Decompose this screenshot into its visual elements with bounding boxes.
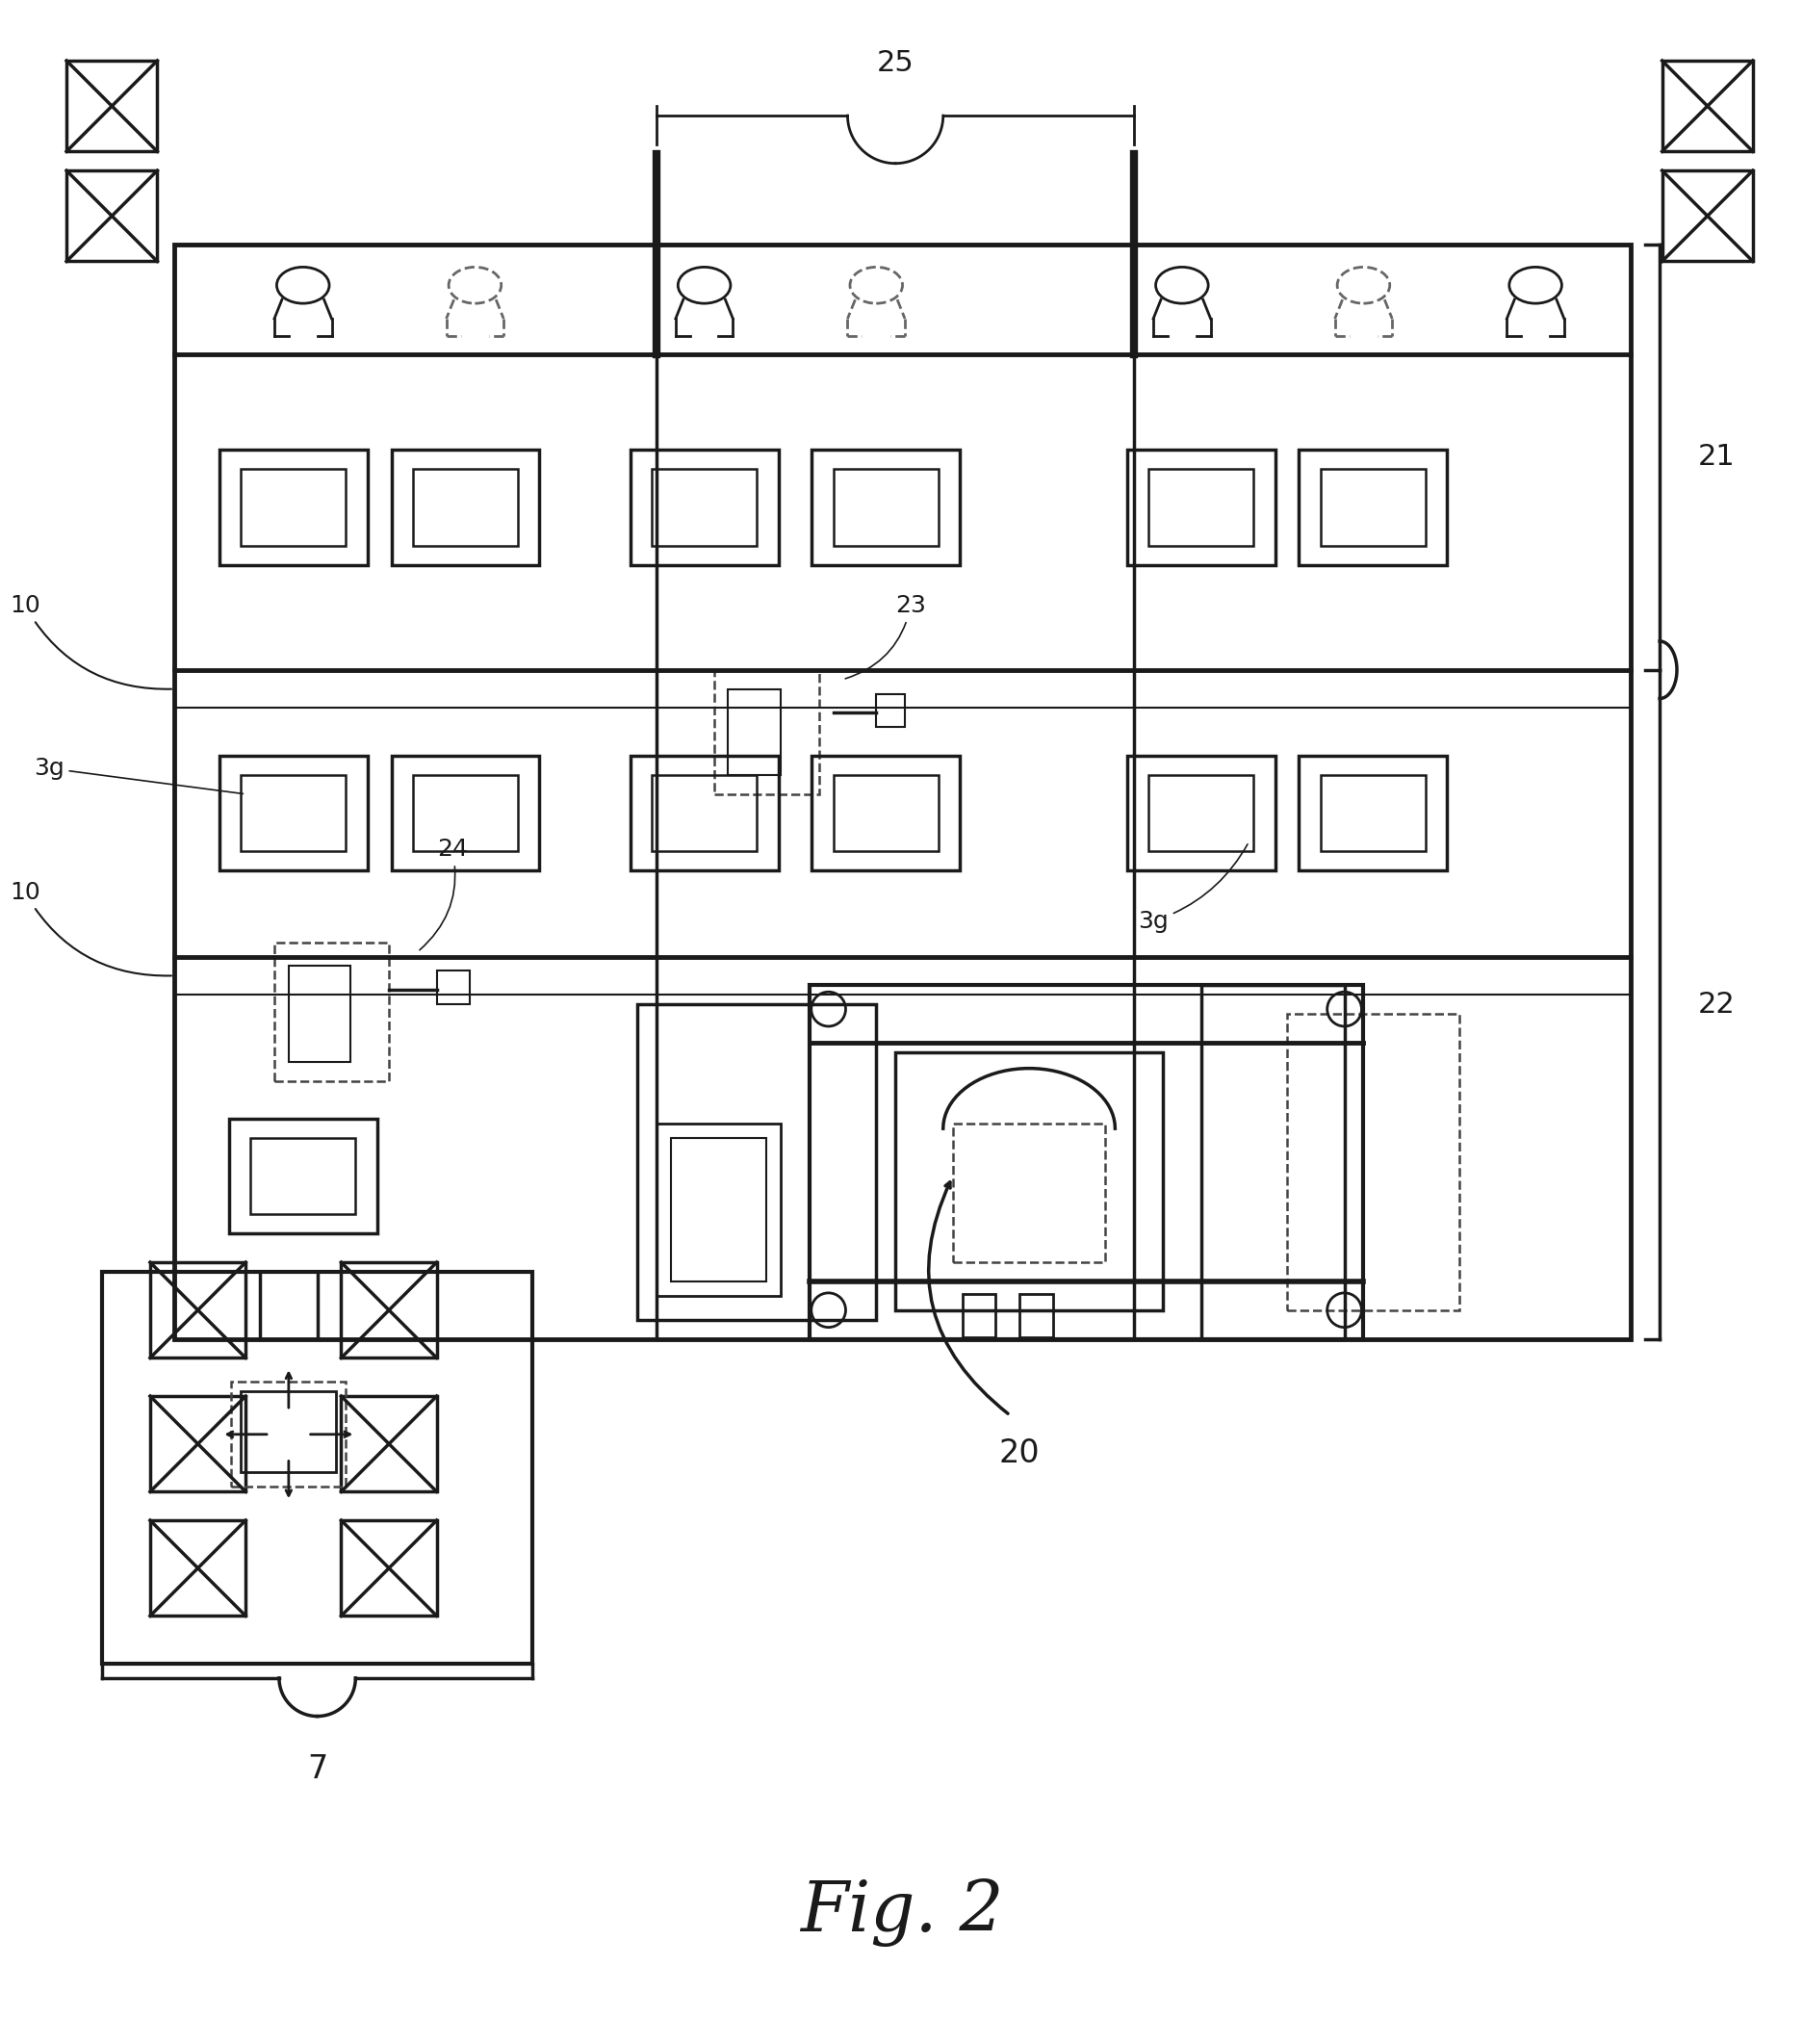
Bar (1201, 985, 1345, 1339)
Text: 10: 10 (9, 881, 171, 975)
Bar (175, 245, 1632, 1339)
Bar (1320, 775, 1426, 852)
Bar (833, 470, 938, 546)
Bar (274, 942, 389, 1081)
Bar (833, 775, 938, 852)
Text: 10: 10 (9, 595, 171, 689)
Text: 3g: 3g (34, 756, 243, 793)
Bar (288, 967, 352, 1061)
Bar (251, 1139, 355, 1214)
Bar (220, 450, 368, 564)
Bar (1127, 756, 1275, 871)
Bar (341, 1263, 436, 1357)
Bar (651, 470, 757, 546)
Text: 23: 23 (846, 595, 927, 679)
Bar (341, 1521, 436, 1617)
Bar (714, 670, 819, 793)
Bar (1662, 170, 1753, 262)
Bar (671, 1139, 766, 1282)
Bar (963, 1294, 995, 1337)
Text: 3g: 3g (1138, 844, 1248, 932)
Bar (631, 756, 779, 871)
Bar (242, 1392, 337, 1472)
Bar (1298, 756, 1448, 871)
Bar (1287, 1014, 1459, 1310)
Bar (103, 1271, 532, 1664)
Bar (229, 1118, 377, 1235)
Text: 20: 20 (999, 1437, 1040, 1470)
Bar (231, 1382, 346, 1486)
Bar (1019, 1294, 1053, 1337)
Bar (67, 170, 157, 262)
Bar (341, 1396, 436, 1492)
Bar (810, 985, 1363, 1339)
Bar (67, 61, 157, 151)
Bar (150, 1263, 245, 1357)
Bar (1662, 61, 1753, 151)
Bar (896, 1053, 1163, 1310)
Bar (413, 775, 517, 852)
Bar (413, 470, 517, 546)
Bar (436, 971, 471, 1004)
Text: 21: 21 (1698, 444, 1734, 472)
Text: 22: 22 (1698, 991, 1734, 1018)
Bar (631, 450, 779, 564)
Bar (150, 1521, 245, 1617)
Bar (651, 775, 757, 852)
Bar (1149, 775, 1253, 852)
Bar (952, 1124, 1105, 1263)
Text: Fig. 2: Fig. 2 (801, 1878, 1002, 1946)
Bar (1298, 450, 1448, 564)
Bar (150, 1396, 245, 1492)
Bar (1320, 470, 1426, 546)
Bar (811, 756, 959, 871)
Text: 7: 7 (307, 1754, 328, 1784)
Bar (811, 450, 959, 564)
Text: 24: 24 (420, 838, 467, 950)
Bar (391, 450, 539, 564)
Bar (638, 1004, 876, 1320)
Text: 25: 25 (876, 49, 914, 78)
Bar (242, 470, 346, 546)
Bar (876, 693, 905, 728)
Bar (1127, 450, 1275, 564)
Bar (1149, 470, 1253, 546)
Bar (728, 689, 781, 775)
Bar (656, 1124, 781, 1296)
Bar (391, 756, 539, 871)
Bar (220, 756, 368, 871)
Bar (242, 775, 346, 852)
